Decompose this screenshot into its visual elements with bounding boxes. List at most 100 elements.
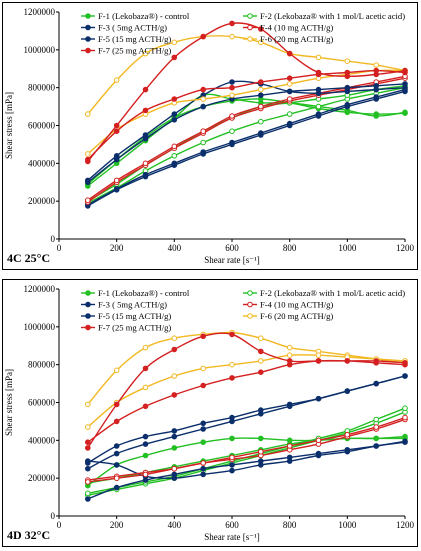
legend-label: F-4 (10 mg ACTH/g) <box>260 300 333 310</box>
series-1 <box>85 92 408 189</box>
data-point <box>257 369 264 375</box>
data-point <box>85 156 91 163</box>
data-point <box>200 471 206 478</box>
y-tick-label: 600000 <box>28 121 56 131</box>
data-point <box>344 358 351 364</box>
legend-marker <box>247 24 253 31</box>
data-point <box>373 113 380 119</box>
x-tick-label: 0 <box>57 243 62 253</box>
legend-marker <box>85 47 91 54</box>
legend-marker <box>85 24 91 31</box>
chart-panel-4c: 0 200 400 600 800 1000 1200 0 200000 400000 600000… <box>4 7 415 265</box>
legend-marker <box>85 13 91 19</box>
legend-entry: F-7 (25 mg ACTH/g) <box>81 46 171 56</box>
data-point <box>344 58 351 65</box>
data-point <box>113 186 120 192</box>
data-point <box>113 177 120 184</box>
legend-marker <box>247 301 253 308</box>
data-point <box>229 435 235 442</box>
legend-entry: F-2 (Lekobaza® with 1 mol/L acetic acid) <box>243 288 405 298</box>
legend-marker <box>85 301 91 308</box>
series-7 <box>85 331 408 451</box>
legend-entry: F-4 (10 mg ACTH/g) <box>243 300 333 310</box>
data-point <box>257 130 264 136</box>
panel-4c-frame: 0 200 400 600 800 1000 1200 0 200000 400000 600000… <box>2 2 418 270</box>
y-tick-label: 600000 <box>28 398 56 408</box>
data-point <box>200 139 206 146</box>
data-point <box>286 443 293 449</box>
legend-marker <box>85 290 91 296</box>
data-point <box>85 179 91 186</box>
data-point <box>171 346 178 353</box>
data-point <box>315 54 322 61</box>
series-7 <box>85 20 408 165</box>
data-point <box>229 462 235 468</box>
data-point <box>402 109 408 116</box>
data-point <box>200 465 206 472</box>
panel-4d-frame: 0 200 400 600 800 1000 1200 0 200000 400000 600000… <box>2 279 418 547</box>
series-line-up <box>87 80 406 181</box>
data-point <box>229 84 235 91</box>
legend-label: F-3 ( 5mg ACTH/g) <box>98 23 167 33</box>
x-tick-label: 800 <box>283 520 297 530</box>
data-point <box>200 149 206 155</box>
data-point <box>229 454 235 461</box>
data-point <box>286 454 293 461</box>
legend-entry: F-5 (15 mg ACTH/g) <box>81 311 171 321</box>
data-point <box>85 151 91 157</box>
data-point <box>171 433 178 440</box>
data-point <box>257 458 264 464</box>
legend-entry: F-7 (25 mg ACTH/g) <box>81 323 171 333</box>
legend-entry: F-2 (Lekobaza® with 1 mol/L acetic acid) <box>243 11 405 21</box>
x-tick-label: 400 <box>168 243 182 253</box>
data-point <box>257 39 264 46</box>
data-point <box>286 120 293 127</box>
y-tick-label: 200000 <box>28 473 56 483</box>
legend-entry: F-4 (10 mg ACTH/g) <box>243 23 333 33</box>
data-point <box>171 111 178 117</box>
legend-label: F-5 (15 mg ACTH/g) <box>98 311 171 321</box>
y-tick-label: 800000 <box>28 360 56 370</box>
data-point <box>373 94 380 100</box>
data-point <box>85 490 91 497</box>
data-point <box>257 435 264 442</box>
legend-entry: F-6 (20 mg ACTH/g) <box>243 34 333 44</box>
data-point <box>113 418 120 425</box>
data-point <box>229 33 235 40</box>
panel-label: 4C 25°C <box>7 251 50 265</box>
data-point <box>315 86 322 93</box>
legend-label: F-3 ( 5mg ACTH/g) <box>98 300 167 310</box>
data-point <box>286 352 293 358</box>
data-point <box>85 496 91 502</box>
data-point <box>257 86 264 93</box>
data-point <box>171 96 178 102</box>
data-point <box>142 135 149 142</box>
legend-entry: F-1 (Lekobaza®) - control <box>81 11 190 21</box>
series-line-down <box>87 407 406 494</box>
data-point <box>85 197 91 203</box>
data-point <box>142 160 149 167</box>
data-point <box>257 335 264 342</box>
data-point <box>142 171 149 178</box>
data-point <box>142 403 149 410</box>
y-tick-label: 800000 <box>28 83 56 93</box>
legend-label: F-4 (10 mg ACTH/g) <box>260 23 333 33</box>
data-point <box>171 143 178 150</box>
y-tick-label: 0 <box>51 234 56 244</box>
legend-label: F-1 (Lekobaza®) - control <box>98 288 190 298</box>
data-point <box>402 438 408 445</box>
legend-label: F-2 (Lekobaza® with 1 mol/L acetic acid) <box>260 11 405 21</box>
data-point <box>200 426 206 432</box>
data-point <box>229 128 235 134</box>
data-point <box>373 443 380 449</box>
legend-entry: F-3 ( 5mg ACTH/g) <box>81 300 167 310</box>
data-point <box>373 435 380 442</box>
data-point <box>113 475 120 481</box>
x-tick-label: 800 <box>283 243 297 253</box>
data-point <box>171 160 178 167</box>
data-point <box>373 83 380 89</box>
legend-entry: F-6 (20 mg ACTH/g) <box>243 311 333 321</box>
data-point <box>402 373 408 379</box>
data-point <box>200 382 206 389</box>
data-point <box>200 103 206 110</box>
